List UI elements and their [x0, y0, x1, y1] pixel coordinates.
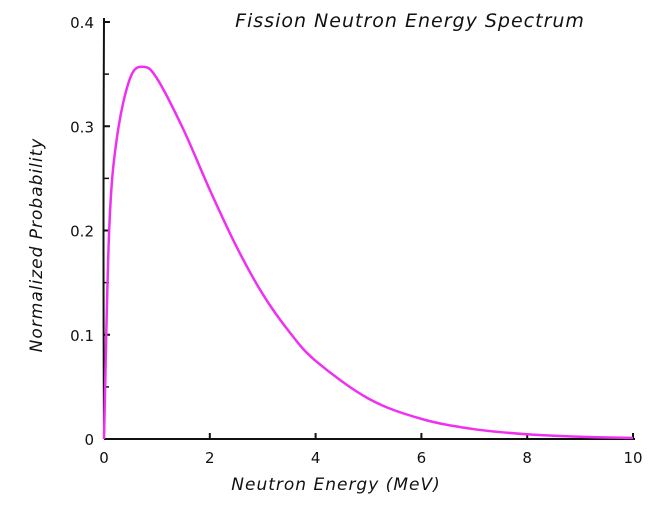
x-tick-label: 8: [522, 449, 532, 467]
x-tick-label: 0: [99, 449, 109, 467]
x-axis-label: Neutron Energy (MeV): [231, 475, 440, 495]
x-tick-label: 6: [417, 449, 427, 467]
series-line: [102, 65, 634, 440]
y-tick-label: 0.2: [70, 223, 94, 241]
y-tick-label: 0: [84, 431, 94, 449]
x-tick-label: 4: [311, 449, 321, 467]
x-tick-label: 10: [623, 449, 642, 467]
x-tick-label: 2: [205, 449, 215, 467]
x-axis-line: [103, 438, 636, 441]
y-axis-line: [102, 17, 105, 440]
y-tick-label: 0.3: [70, 118, 94, 136]
y-axis-label: Normalized Probability: [27, 138, 47, 353]
y-tick-label: 0.1: [70, 327, 94, 345]
chart-title: Fission Neutron Energy Spectrum: [235, 10, 585, 32]
y-tick-label: 0.4: [70, 14, 94, 32]
